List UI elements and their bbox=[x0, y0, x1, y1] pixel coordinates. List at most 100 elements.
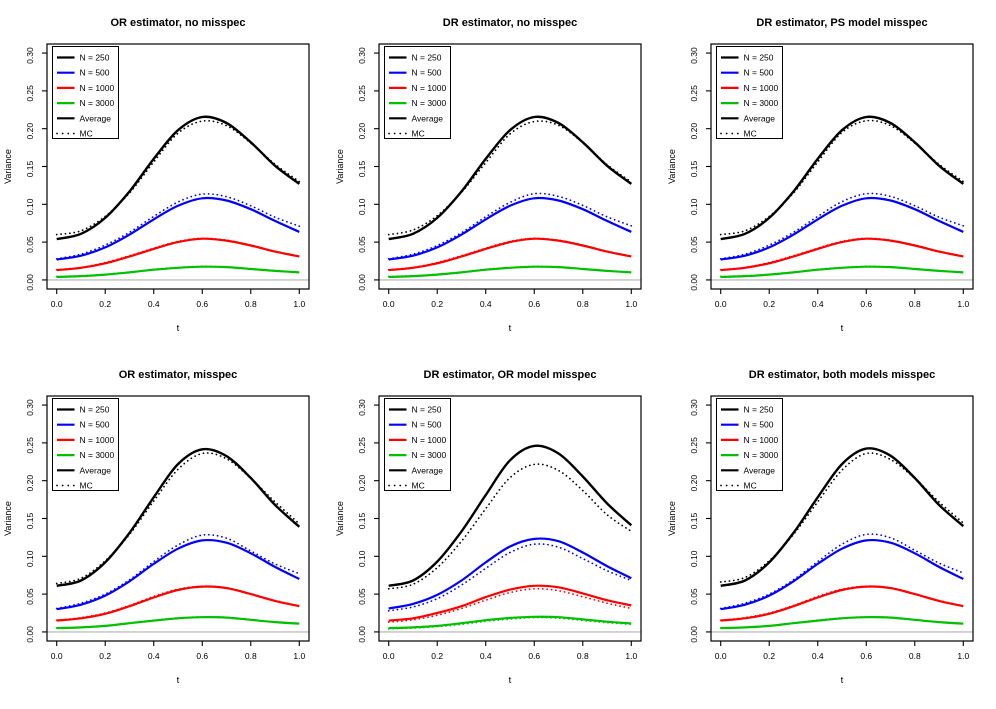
legend-label: MC bbox=[80, 481, 93, 491]
y-axis: 0.00 0.05 0.10 0.15 0.20 0.25 0.30 Variance bbox=[335, 47, 379, 291]
y-tick-label: 0.10 bbox=[25, 550, 35, 567]
series-n-500-average bbox=[56, 196, 300, 261]
x-tick-label: 1.0 bbox=[293, 299, 305, 309]
x-axis-label: t bbox=[509, 323, 512, 334]
panel-4: OR estimator, misspec 0.0 0.2 0.4 0.6 0.8 1.0 t… bbox=[0, 352, 332, 704]
series-n-500-mc bbox=[387, 192, 633, 260]
x-axis-label: t bbox=[841, 323, 844, 334]
x-tick-label: 0.4 bbox=[148, 299, 160, 309]
y-tick-label: 0.10 bbox=[357, 198, 367, 215]
series-n-1000-average bbox=[388, 584, 632, 622]
series-n-500-mc bbox=[719, 192, 965, 260]
y-tick-label: 0.20 bbox=[25, 475, 35, 492]
y-tick-label: 0.15 bbox=[357, 512, 367, 529]
x-tick-label: 0.4 bbox=[148, 651, 160, 661]
legend-label: Average bbox=[412, 465, 444, 475]
legend-label: MC bbox=[80, 129, 93, 139]
y-tick-label: 0.30 bbox=[25, 399, 35, 416]
x-tick-label: 0.4 bbox=[812, 299, 824, 309]
series-n-500-mc bbox=[55, 533, 301, 610]
series-n-1000-average bbox=[56, 585, 300, 622]
y-tick-label: 0.30 bbox=[357, 47, 367, 64]
legend: N = 250 N = 500 N = 1000 N = 3000 Average MC bbox=[52, 46, 119, 139]
x-axis-label: t bbox=[177, 675, 180, 686]
legend-label: N = 250 bbox=[744, 405, 774, 415]
y-tick-label: 0.05 bbox=[25, 588, 35, 605]
x-axis: 0.0 0.2 0.4 0.6 0.8 1.0 t bbox=[715, 289, 969, 334]
legend-label: N = 3000 bbox=[412, 98, 447, 108]
y-tick-label: 0.00 bbox=[689, 274, 699, 291]
x-axis: 0.0 0.2 0.4 0.6 0.8 1.0 t bbox=[51, 289, 305, 334]
legend-label: MC bbox=[744, 129, 757, 139]
series-n-3000-average bbox=[388, 615, 632, 630]
x-axis: 0.0 0.2 0.4 0.6 0.8 1.0 t bbox=[383, 289, 637, 334]
x-tick-label: 0.6 bbox=[860, 651, 872, 661]
series-n-1000-mc bbox=[387, 587, 633, 623]
y-tick-label: 0.00 bbox=[25, 274, 35, 291]
y-tick-label: 0.05 bbox=[25, 236, 35, 253]
x-tick-label: 0.8 bbox=[245, 651, 257, 661]
x-tick-label: 1.0 bbox=[957, 651, 969, 661]
y-axis-label: Variance bbox=[335, 501, 345, 536]
series-n-3000-average bbox=[56, 265, 300, 278]
y-tick-label: 0.05 bbox=[357, 588, 367, 605]
x-axis-label: t bbox=[509, 675, 512, 686]
legend: N = 250 N = 500 N = 1000 N = 3000 Average MC bbox=[384, 398, 451, 491]
y-axis: 0.00 0.05 0.10 0.15 0.20 0.25 0.30 Variance bbox=[335, 399, 379, 643]
legend-label: MC bbox=[412, 481, 425, 491]
chart-title: OR estimator, misspec bbox=[119, 369, 238, 381]
series-n-1000-average bbox=[720, 585, 964, 622]
x-tick-label: 1.0 bbox=[625, 299, 637, 309]
y-tick-label: 0.20 bbox=[25, 123, 35, 140]
legend: N = 250 N = 500 N = 1000 N = 3000 Average MC bbox=[52, 398, 119, 491]
series-n-3000-mc bbox=[387, 616, 633, 630]
x-tick-label: 0.2 bbox=[763, 299, 775, 309]
legend-label: Average bbox=[744, 465, 776, 475]
legend-label: N = 1000 bbox=[412, 83, 447, 93]
y-tick-label: 0.10 bbox=[25, 198, 35, 215]
legend-box bbox=[716, 398, 783, 491]
chart-4: OR estimator, misspec 0.0 0.2 0.4 0.6 0.8 1.0 t… bbox=[3, 369, 310, 686]
y-tick-label: 0.05 bbox=[689, 236, 699, 253]
x-tick-label: 0.8 bbox=[909, 651, 921, 661]
series-n-3000-average bbox=[56, 616, 300, 630]
series-n-3000-average bbox=[720, 616, 964, 630]
series-n-3000-mc bbox=[55, 615, 301, 629]
x-axis-label: t bbox=[841, 675, 844, 686]
legend-label: N = 1000 bbox=[412, 435, 447, 445]
legend-label: N = 1000 bbox=[744, 83, 779, 93]
y-tick-label: 0.15 bbox=[25, 512, 35, 529]
panel-5: DR estimator, OR model misspec 0.0 0.2 0.4 0… bbox=[332, 352, 664, 704]
chart-1: OR estimator, no misspec 0.0 0.2 0.4 0.6 0.8 1… bbox=[3, 17, 310, 334]
x-axis-label: t bbox=[177, 323, 180, 334]
y-tick-label: 0.00 bbox=[25, 626, 35, 643]
y-axis: 0.00 0.05 0.10 0.15 0.20 0.25 0.30 Variance bbox=[667, 47, 711, 291]
chart-title: OR estimator, no misspec bbox=[110, 17, 245, 29]
series-n-1000-mc bbox=[55, 585, 301, 622]
legend-label: N = 3000 bbox=[80, 450, 115, 460]
legend-label: N = 3000 bbox=[744, 450, 779, 460]
legend-label: Average bbox=[744, 113, 776, 123]
series-n-250-mc bbox=[387, 120, 633, 236]
legend: N = 250 N = 500 N = 1000 N = 3000 Average MC bbox=[716, 398, 783, 491]
y-tick-label: 0.05 bbox=[689, 588, 699, 605]
chart-title: DR estimator, no misspec bbox=[443, 17, 578, 29]
chart-title: DR estimator, OR model misspec bbox=[424, 369, 597, 381]
series-n-500-average bbox=[56, 538, 300, 611]
x-tick-label: 0.0 bbox=[715, 651, 727, 661]
x-tick-label: 0.0 bbox=[383, 299, 395, 309]
legend-label: N = 3000 bbox=[80, 98, 115, 108]
chart-title: DR estimator, PS model misspec bbox=[756, 17, 927, 29]
legend-box bbox=[384, 46, 451, 139]
x-tick-label: 0.6 bbox=[196, 651, 208, 661]
series-n-1000-average bbox=[388, 237, 632, 272]
y-tick-label: 0.10 bbox=[357, 550, 367, 567]
panel-3: DR estimator, PS model misspec 0.0 0.2 0.4 0… bbox=[664, 0, 996, 352]
series-n-3000-mc bbox=[719, 615, 965, 629]
series-n-3000-mc bbox=[55, 265, 301, 278]
legend-label: MC bbox=[412, 129, 425, 139]
